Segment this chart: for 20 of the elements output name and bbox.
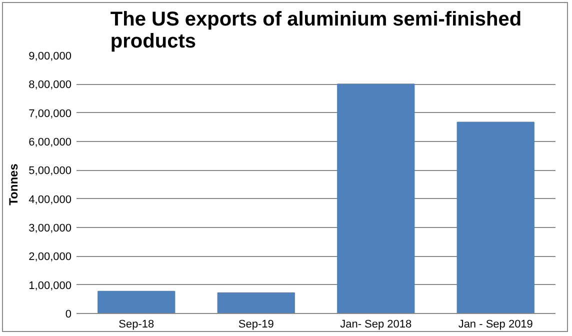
y-tick-label: 8,00,000: [28, 79, 72, 92]
x-tick-label: Sep-19: [238, 318, 274, 330]
y-tick-label: 0: [65, 308, 72, 320]
x-tick-label: Jan- Sep 2018: [340, 318, 412, 330]
y-tick-label: 1,00,000: [28, 280, 72, 292]
bar: [337, 84, 415, 314]
bar: [217, 292, 295, 314]
chart-title: The US exports of aluminium semi-finished products: [110, 8, 522, 52]
y-tick-label: 2,00,000: [28, 251, 72, 264]
x-tick-label: Sep-18: [118, 318, 154, 330]
y-tick-label: 7,00,000: [28, 108, 72, 120]
y-tick-label: 5,00,000: [28, 165, 72, 178]
x-tick-label: Jan - Sep 2019: [458, 318, 533, 330]
bar: [456, 122, 534, 314]
y-tick-label: 3,00,000: [28, 222, 72, 234]
y-tick-label: 9,00,000: [28, 50, 72, 62]
y-tick-label: 4,00,000: [28, 194, 72, 206]
bar: [98, 290, 176, 314]
y-tick-label: 6,00,000: [28, 136, 72, 148]
y-axis-title: Tonnes: [6, 163, 21, 206]
